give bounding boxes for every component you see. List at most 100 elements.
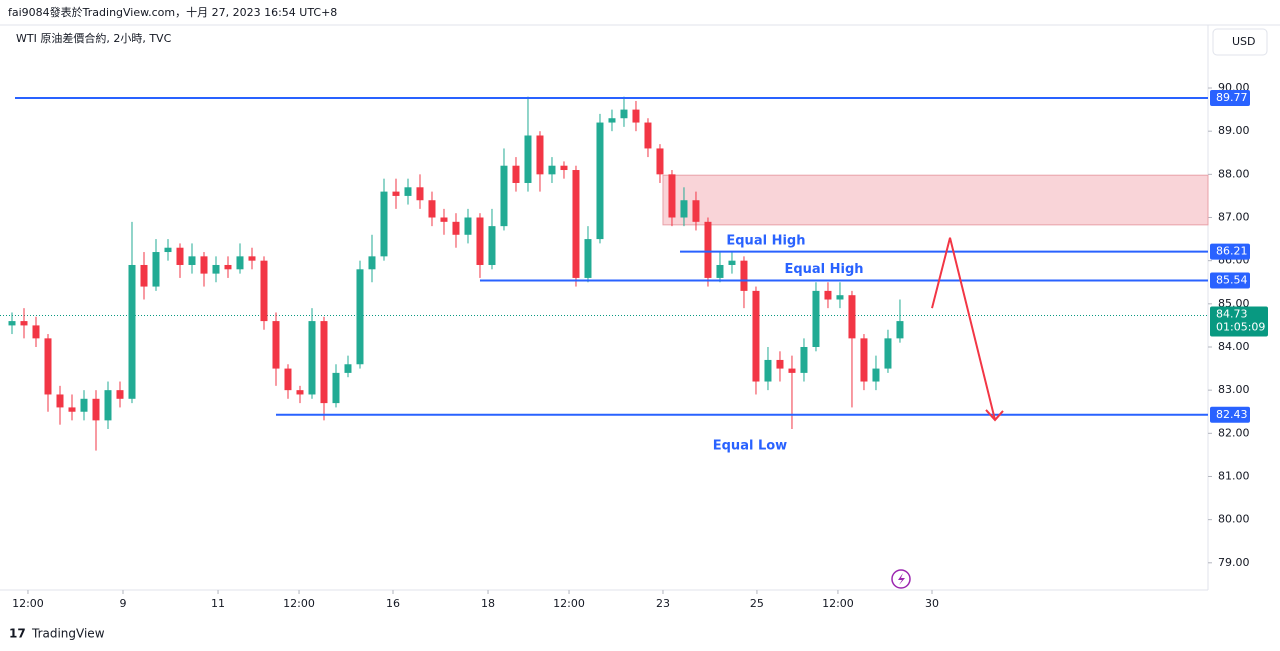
- candle-body: [80, 398, 88, 412]
- level-label: 85.54: [1216, 274, 1248, 287]
- candle-body: [848, 295, 856, 339]
- x-tick-label: 12:00: [822, 597, 854, 610]
- candle-body: [464, 217, 472, 235]
- candle-body: [380, 191, 388, 257]
- y-tick-label: 79.00: [1218, 556, 1250, 569]
- candle-body: [476, 217, 484, 265]
- x-tick-label: 18: [481, 597, 495, 610]
- y-tick-label: 88.00: [1218, 167, 1250, 180]
- arrow-head: [985, 409, 1004, 422]
- candle-body: [896, 321, 904, 339]
- candle-body: [596, 122, 604, 240]
- x-tick-label: 12:00: [553, 597, 585, 610]
- candle-body: [584, 239, 592, 278]
- candle-body: [620, 109, 628, 119]
- candle-body: [524, 135, 532, 183]
- candle-body: [236, 256, 244, 270]
- supply-zone: [662, 174, 1209, 226]
- candle-body: [320, 321, 328, 404]
- y-tick-label: 80.00: [1218, 513, 1250, 526]
- candle-body: [332, 372, 340, 404]
- candle-body: [248, 256, 256, 261]
- candle-body: [128, 264, 136, 399]
- candle-body: [728, 260, 736, 265]
- candle-body: [44, 338, 52, 395]
- candle-body: [8, 321, 16, 326]
- x-tick-label: 11: [211, 597, 225, 610]
- candle-body: [752, 290, 760, 382]
- brand: TradingView: [31, 627, 105, 641]
- y-tick-label: 81.00: [1218, 469, 1250, 482]
- candle-body: [704, 221, 712, 278]
- candle-body: [308, 321, 316, 395]
- event-icon[interactable]: [891, 569, 911, 589]
- y-tick-label: 84.00: [1218, 340, 1250, 353]
- x-tick-label: 12:00: [283, 597, 315, 610]
- candle-body: [200, 256, 208, 274]
- candle-body: [440, 217, 448, 222]
- candle-body: [164, 247, 172, 253]
- level-label: 86.21: [1216, 245, 1248, 258]
- candle-body: [32, 325, 40, 339]
- candle-body: [344, 364, 352, 373]
- candle-body: [188, 256, 196, 265]
- candle-body: [512, 165, 520, 183]
- currency[interactable]: USD: [1232, 35, 1256, 48]
- countdown-label: 01:05:09: [1216, 320, 1265, 333]
- annotation: Equal High: [784, 262, 863, 277]
- candle-body: [20, 321, 28, 326]
- x-tick-label: 12:00: [12, 597, 44, 610]
- x-tick-label: 9: [119, 597, 126, 610]
- candle-body: [860, 338, 868, 382]
- last-price-box: [1210, 306, 1268, 337]
- level-label-box: [1210, 272, 1250, 289]
- candle-body: [800, 346, 808, 373]
- annotation: Equal Low: [713, 438, 787, 453]
- candle-body: [452, 221, 460, 235]
- candle-body: [824, 290, 832, 300]
- candle-body: [560, 165, 568, 171]
- candle-body: [548, 165, 556, 175]
- candle-body: [260, 260, 268, 322]
- candle-body: [416, 187, 424, 201]
- candle-body: [668, 174, 676, 218]
- candle-body: [404, 187, 412, 196]
- y-tick-label: 82.00: [1218, 426, 1250, 439]
- candle-body: [572, 170, 580, 278]
- candle-body: [692, 200, 700, 222]
- candle-body: [152, 252, 160, 287]
- candle-body: [116, 390, 124, 399]
- y-tick-label: 89.00: [1218, 124, 1250, 137]
- credit: fai9084發表於TradingView.com，十月 27, 2023 16…: [8, 5, 337, 19]
- candle-body: [272, 321, 280, 369]
- candle-body: [104, 390, 112, 421]
- candle-body: [176, 247, 184, 265]
- last-price-label: 84.73: [1216, 307, 1248, 320]
- level-label: 82.43: [1216, 408, 1248, 421]
- projection-arrow: [931, 237, 996, 421]
- candle-body: [608, 118, 616, 123]
- x-tick-label: 23: [656, 597, 670, 610]
- candle-body: [656, 148, 664, 175]
- candle-body: [488, 226, 496, 265]
- currency-button[interactable]: [1212, 28, 1268, 56]
- candle-body: [812, 290, 820, 347]
- candle-body: [140, 264, 148, 287]
- candle-body: [776, 359, 784, 369]
- candle-body: [92, 398, 100, 421]
- candle-body: [368, 256, 376, 270]
- brand-logo: 17: [9, 627, 26, 641]
- level-label-box: [1210, 406, 1250, 423]
- candle-body: [644, 122, 652, 149]
- candle-body: [716, 264, 724, 278]
- candle-body: [392, 191, 400, 196]
- candle-body: [500, 165, 508, 227]
- x-tick-label: 25: [750, 597, 764, 610]
- candle-body: [788, 368, 796, 373]
- event-icon-bolt: [898, 573, 905, 585]
- candle-body: [740, 260, 748, 291]
- candle-body: [284, 368, 292, 391]
- level-label-box: [1210, 243, 1250, 260]
